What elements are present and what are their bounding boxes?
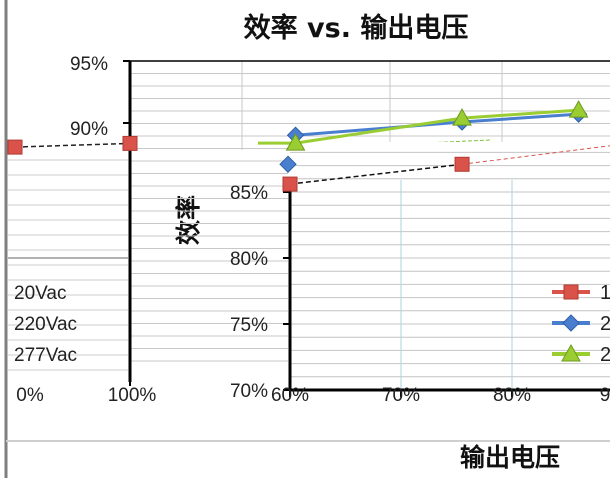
back-legend-label: 20Vac [14, 283, 66, 304]
legend-swatch-marker [561, 343, 581, 362]
main-series-point [452, 108, 472, 126]
main-y-tick-label: 75% [230, 315, 268, 336]
legend-label: 1 [600, 282, 610, 304]
back-x-tick-label: 0% [16, 385, 44, 406]
main-y-tick-label: 85% [230, 183, 268, 204]
back-legend-label: 220Vac [14, 314, 77, 335]
main-series-point [454, 156, 470, 172]
x-axis-title: 输出电压 [460, 443, 560, 472]
main-series-point-ghost [279, 155, 297, 173]
legend-label: 2 [600, 313, 610, 335]
legend-label: 2 [600, 344, 610, 366]
back-x-tick-label: 100% [108, 385, 157, 406]
back-y-tick-label: 90% [70, 119, 108, 140]
main-y-tick-label: 80% [230, 249, 268, 270]
back-legend-label: 277Vac [14, 345, 77, 366]
main-x-tick-label: 9 [600, 385, 610, 406]
main-plot-area [288, 142, 610, 390]
main-series-point [285, 133, 306, 151]
main-y-tick-label: 70% [230, 381, 268, 402]
main-series-line-ext [461, 145, 610, 165]
legend-swatch-marker [562, 314, 580, 332]
chart-title: 效率 vs. 输出电压 [244, 12, 469, 44]
back-y-tick-label: 95% [70, 54, 108, 75]
main-x-tick-label: 60% [271, 385, 309, 406]
back-series-line [14, 142, 131, 148]
main-series-point [568, 100, 589, 118]
legend-swatch-marker [563, 284, 579, 300]
back-series-point [7, 139, 23, 155]
main-x-tick-label: 80% [493, 385, 531, 406]
main-series-point [282, 176, 298, 192]
back-series-point [122, 135, 138, 151]
y-axis-title: 效率 [174, 195, 203, 245]
main-series-line [258, 108, 579, 145]
main-x-tick-label: 70% [382, 385, 420, 406]
main-series-line [289, 163, 463, 185]
